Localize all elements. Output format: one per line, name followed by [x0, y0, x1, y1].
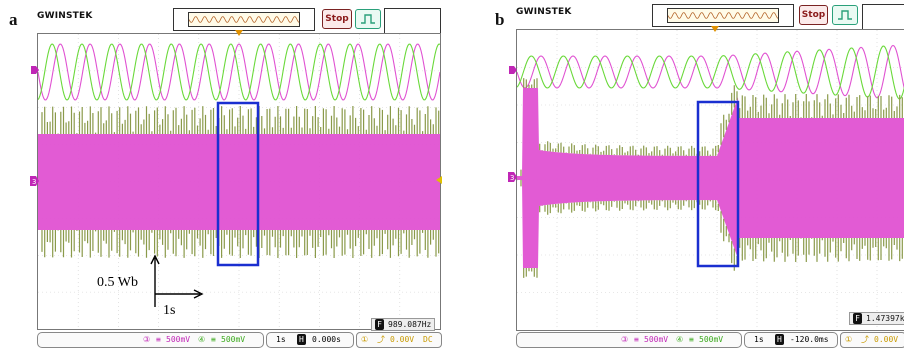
ch4-badge: ④ — [198, 335, 206, 344]
waveform-overview-thumbnail[interactable] — [652, 4, 794, 27]
trigger-mode-button[interactable] — [832, 5, 858, 25]
highlight-box — [216, 101, 260, 267]
info-box — [862, 4, 904, 30]
timebase-bar[interactable]: 1s H 0.000s — [266, 332, 354, 348]
trigger-bar[interactable]: ① ⤴ 0.00V — [840, 332, 904, 348]
ch3-flux-spikes — [520, 78, 903, 278]
timebase-value: 1s — [276, 335, 286, 344]
trigger-slope-icon: ⤴ — [377, 335, 385, 344]
highlight-box — [696, 100, 740, 268]
trigger-slope-icon: ⤴ — [861, 335, 869, 344]
stop-button[interactable]: Stop — [322, 9, 352, 29]
timebase-value: 1s — [754, 335, 764, 344]
frequency-readout: F 989.087Hz — [371, 318, 436, 331]
position-value: 0.000s — [312, 335, 341, 344]
scale-x-label: 1s — [163, 303, 176, 318]
frequency-readout: F 1.47397kHz — [849, 312, 904, 325]
ch3-badge: ③ — [621, 335, 629, 344]
position-icon: H — [775, 334, 784, 345]
waveform-display-a — [38, 34, 440, 329]
trigger-source-icon: ① — [845, 335, 853, 344]
overview-window — [667, 8, 779, 23]
channel-settings-bar[interactable]: ③ ≡ 500mV ④ ≡ 500mV — [37, 332, 264, 348]
waveform-overview-thumbnail[interactable] — [173, 8, 315, 31]
stop-button[interactable]: Stop — [799, 5, 828, 25]
channel-4-marker-icon — [509, 66, 517, 74]
ch3-flux-spikes — [41, 106, 440, 258]
frequency-value: 1.47397kHz — [866, 314, 904, 323]
ch3-scale: 500mV — [166, 335, 191, 344]
trigger-position-marker-icon — [235, 30, 243, 36]
trigger-bar[interactable]: ① ⤴ 0.00V DC — [356, 332, 442, 348]
frequency-icon: F — [375, 319, 384, 330]
channel-settings-bar[interactable]: ③ ≡ 500mV ④ ≡ 500mV — [516, 332, 742, 348]
brand-logo: GWINSTEK — [37, 11, 93, 21]
ch3-flux-band — [517, 88, 904, 268]
trigger-source-icon: ① — [361, 335, 369, 344]
panel-letter-b: b — [495, 10, 505, 29]
ch4-coupling-icon: ≡ — [211, 335, 216, 344]
position-value: -120.0ms — [790, 335, 829, 344]
scale-y-label: 0.5 Wb — [97, 275, 138, 290]
ch3-scale: 500mV — [644, 335, 669, 344]
ch4-coupling-icon: ≡ — [689, 335, 694, 344]
trigger-level-value: 0.00V — [874, 335, 899, 344]
scale-arrows — [150, 254, 204, 307]
ch4-green-trace — [517, 45, 904, 100]
svg-text:3: 3 — [32, 178, 36, 186]
ch4-magenta-trace — [517, 44, 904, 99]
timebase-bar[interactable]: 1s H -120.0ms — [744, 332, 838, 348]
trigger-coupling-value: DC — [423, 335, 433, 344]
channel-3-marker-icon: 3 — [30, 176, 39, 186]
trigger-level-value: 0.00V — [390, 335, 415, 344]
position-icon: H — [297, 334, 306, 345]
frequency-icon: F — [853, 313, 862, 324]
channel-4-marker-icon — [31, 66, 39, 74]
info-box — [384, 8, 441, 34]
channel-3-marker-icon: 3 — [508, 172, 517, 182]
ch4-magenta-trace — [38, 43, 440, 101]
brand-logo: GWINSTEK — [516, 7, 572, 17]
rising-edge-icon — [838, 10, 852, 20]
ch4-scale: 500mV — [699, 335, 724, 344]
rising-edge-icon — [361, 14, 375, 24]
ch3-coupling-icon: ≡ — [156, 335, 161, 344]
ch4-scale: 500mV — [221, 335, 246, 344]
waveform-display-b — [517, 30, 904, 330]
trigger-level-marker-icon — [436, 176, 442, 184]
trigger-position-marker-icon — [711, 26, 719, 32]
panel-letter-a: a — [9, 10, 18, 29]
ch3-badge: ③ — [143, 335, 151, 344]
ch4-badge: ④ — [676, 335, 684, 344]
ch3-flux-band — [38, 134, 440, 230]
trigger-mode-button[interactable] — [355, 9, 381, 29]
svg-text:3: 3 — [510, 174, 514, 182]
ch3-coupling-icon: ≡ — [634, 335, 639, 344]
overview-window — [188, 12, 300, 27]
frequency-value: 989.087Hz — [388, 320, 432, 329]
scope-screen-b[interactable] — [516, 29, 904, 331]
ch4-green-trace — [38, 43, 440, 101]
